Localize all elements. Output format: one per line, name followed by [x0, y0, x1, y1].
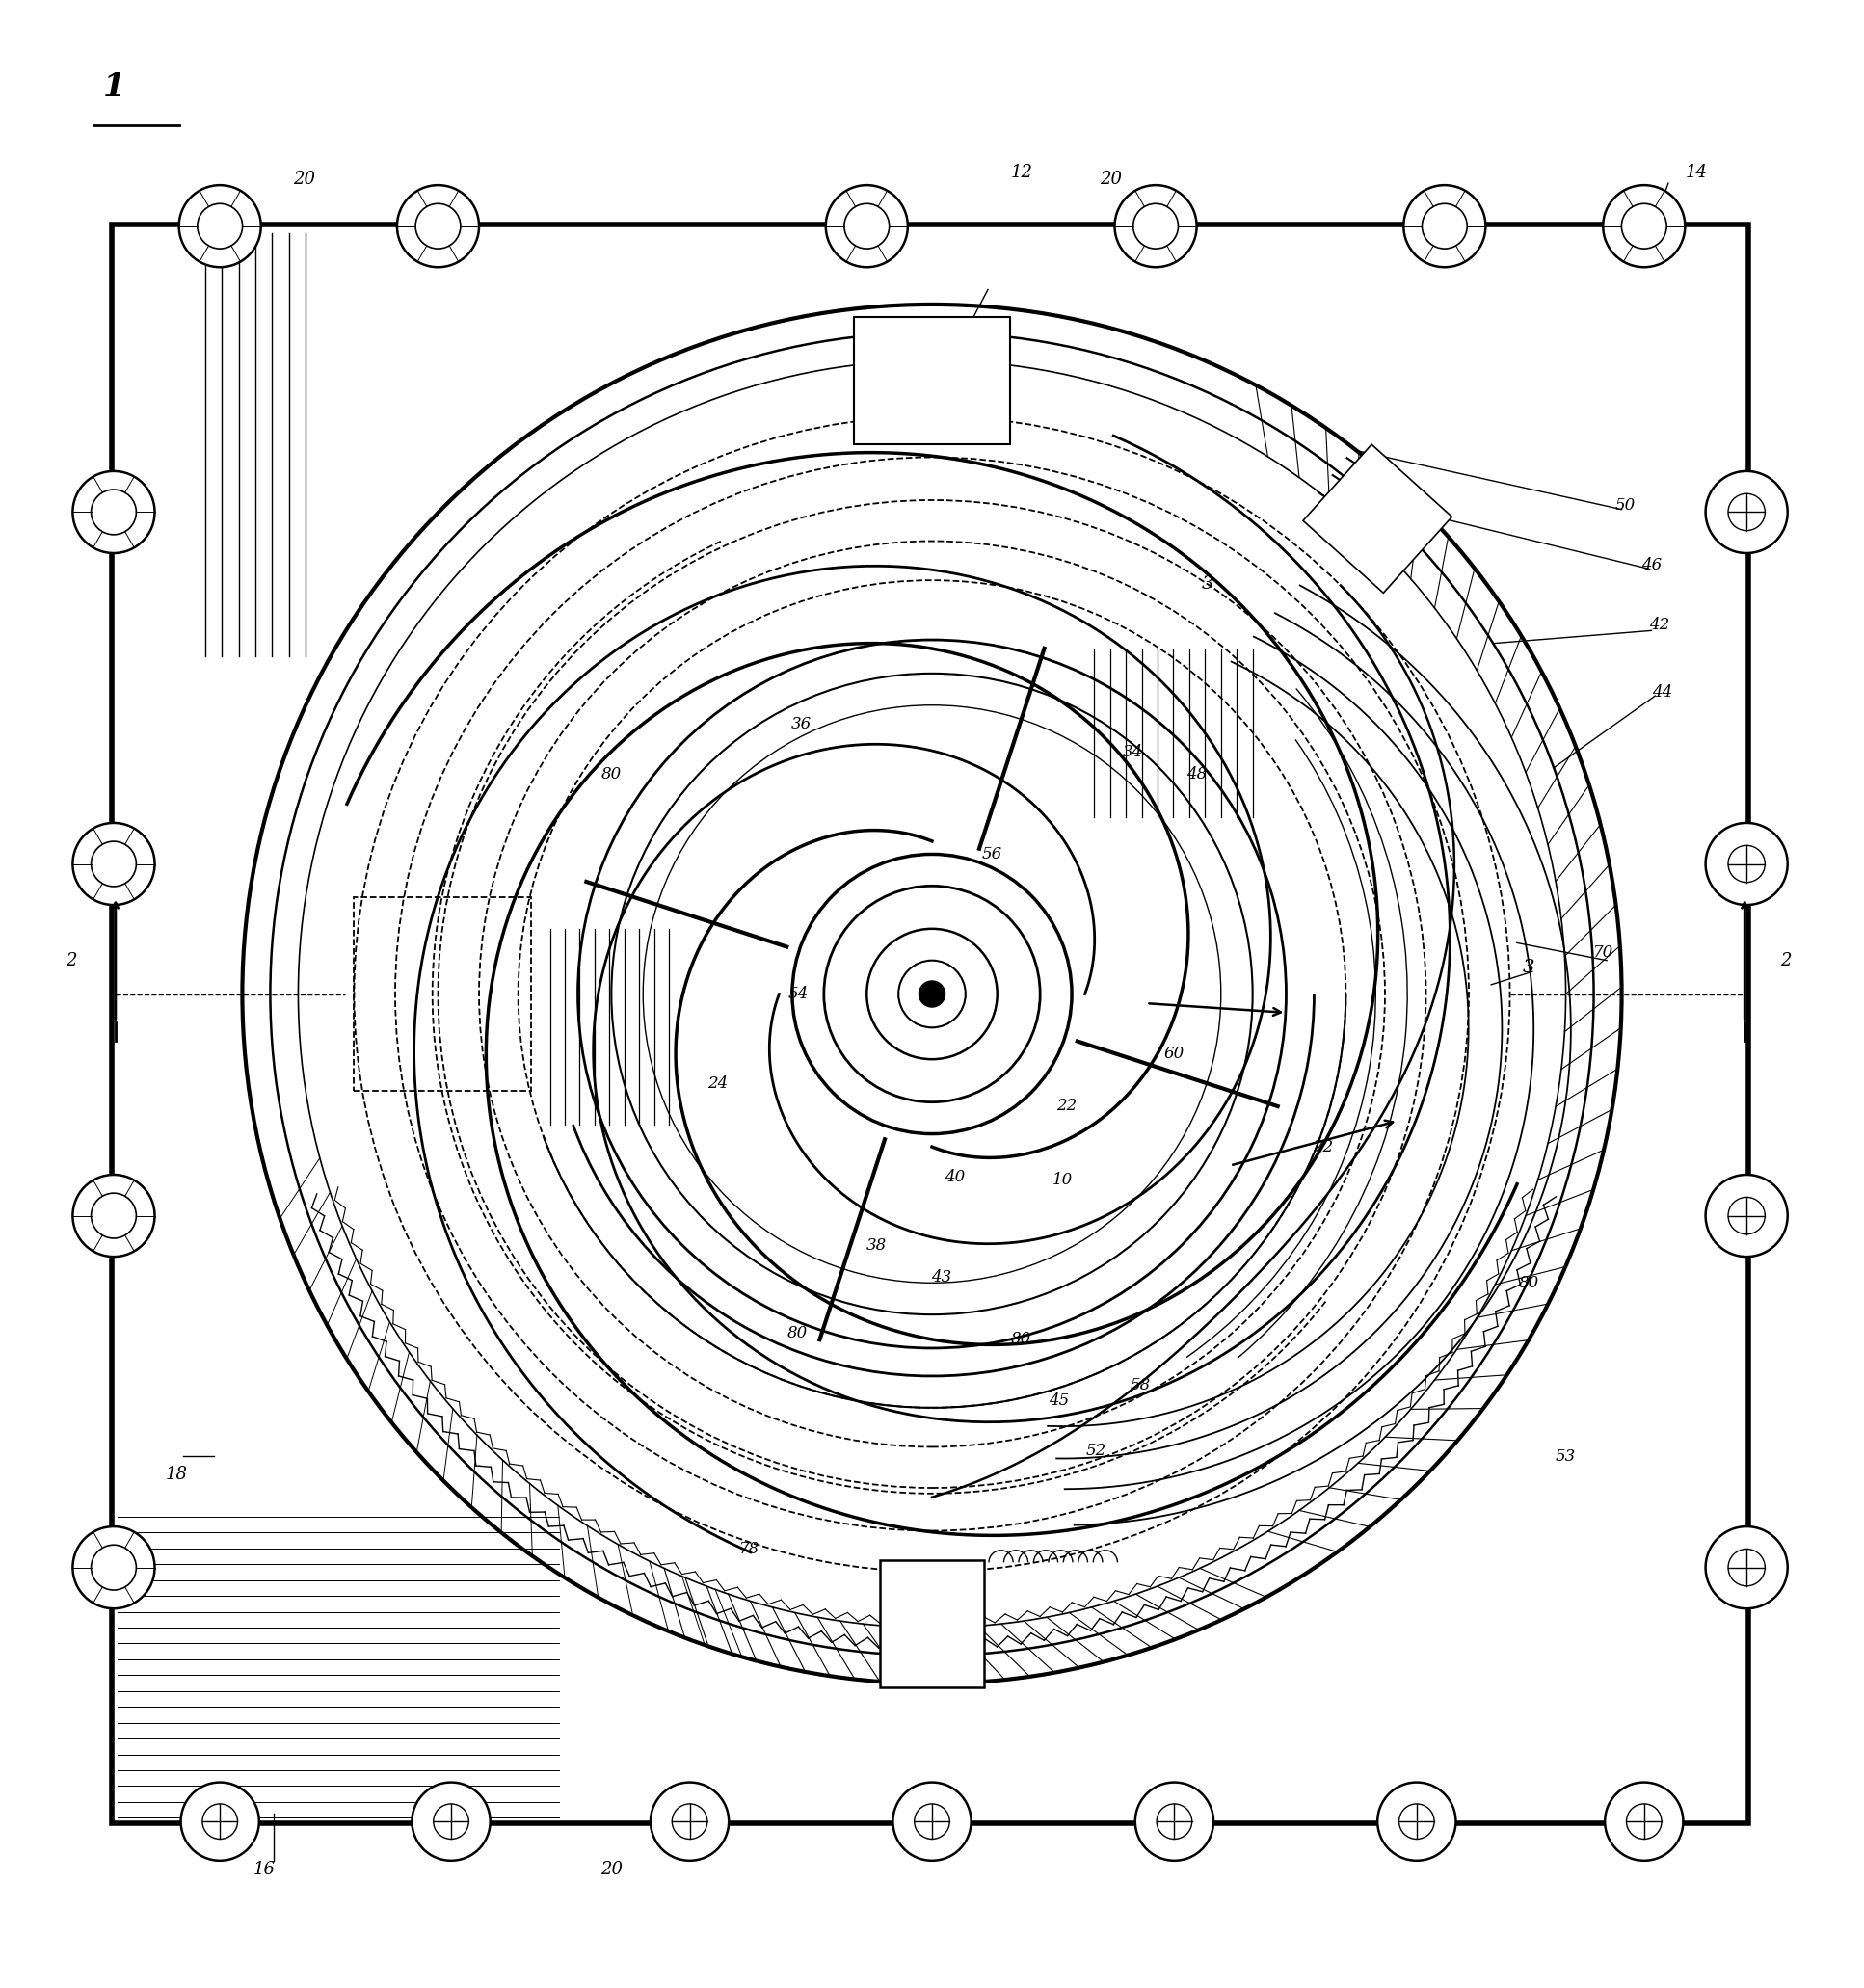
Circle shape	[181, 1783, 259, 1861]
Circle shape	[1728, 1197, 1765, 1235]
Text: 50: 50	[1616, 497, 1635, 515]
Text: 34: 34	[1124, 744, 1143, 759]
Circle shape	[1728, 1549, 1765, 1586]
Text: 72: 72	[1314, 1139, 1333, 1155]
Text: 53: 53	[1556, 1447, 1575, 1465]
Text: 3: 3	[1202, 575, 1213, 592]
Circle shape	[792, 855, 1072, 1133]
Text: 20: 20	[1100, 171, 1122, 189]
Circle shape	[898, 960, 966, 1028]
Circle shape	[1133, 203, 1178, 248]
Circle shape	[91, 1545, 136, 1590]
Circle shape	[198, 203, 242, 248]
Text: 22: 22	[1057, 1097, 1076, 1113]
Text: 43: 43	[932, 1268, 951, 1286]
Text: 2: 2	[1780, 952, 1791, 968]
Circle shape	[844, 203, 889, 248]
Circle shape	[824, 887, 1040, 1101]
Circle shape	[1728, 845, 1765, 883]
Circle shape	[1158, 1803, 1191, 1839]
Bar	[354, 897, 531, 1091]
Circle shape	[1706, 1527, 1788, 1608]
Text: 52: 52	[1087, 1443, 1105, 1459]
Text: 24: 24	[708, 1076, 727, 1091]
Bar	[880, 1561, 984, 1688]
Text: 12: 12	[1010, 163, 1033, 181]
Circle shape	[651, 1783, 729, 1861]
Text: 40: 40	[945, 1169, 964, 1185]
Circle shape	[893, 1783, 971, 1861]
Bar	[854, 318, 1010, 443]
Circle shape	[1706, 1175, 1788, 1256]
Circle shape	[73, 471, 155, 553]
Text: 18: 18	[166, 1467, 188, 1483]
Circle shape	[1422, 203, 1467, 248]
Text: 58: 58	[1131, 1378, 1150, 1394]
Circle shape	[1603, 185, 1685, 266]
Text: 3: 3	[1523, 960, 1534, 976]
Text: 48: 48	[1187, 765, 1206, 781]
Circle shape	[673, 1803, 706, 1839]
Text: 14: 14	[1685, 163, 1707, 181]
Text: 46: 46	[1642, 557, 1661, 575]
Text: 2: 2	[65, 952, 76, 968]
Circle shape	[1706, 471, 1788, 553]
Text: 10: 10	[1053, 1173, 1072, 1189]
Circle shape	[1627, 1803, 1661, 1839]
Circle shape	[91, 489, 136, 535]
Circle shape	[1115, 185, 1197, 266]
Circle shape	[867, 928, 997, 1060]
Circle shape	[416, 203, 460, 248]
Circle shape	[73, 823, 155, 905]
Circle shape	[1404, 185, 1486, 266]
Circle shape	[397, 185, 479, 266]
Text: 60: 60	[1165, 1046, 1184, 1062]
Circle shape	[826, 185, 908, 266]
Text: 44: 44	[1653, 684, 1672, 700]
Text: 80: 80	[1012, 1330, 1031, 1348]
Circle shape	[1400, 1803, 1433, 1839]
Circle shape	[919, 980, 945, 1008]
Text: 36: 36	[792, 716, 811, 732]
Text: 80: 80	[788, 1324, 807, 1342]
Text: 16: 16	[254, 1861, 276, 1879]
Text: 54: 54	[788, 986, 807, 1002]
Text: 80: 80	[1519, 1274, 1538, 1290]
Circle shape	[91, 1193, 136, 1239]
Circle shape	[203, 1803, 237, 1839]
Circle shape	[179, 185, 261, 266]
Circle shape	[1377, 1783, 1456, 1861]
Circle shape	[91, 841, 136, 887]
Text: 1: 1	[103, 72, 125, 103]
Text: 45: 45	[1049, 1392, 1068, 1408]
Circle shape	[1706, 823, 1788, 905]
Text: 78: 78	[740, 1541, 759, 1557]
Circle shape	[73, 1527, 155, 1608]
Bar	[1303, 445, 1452, 592]
Circle shape	[73, 1175, 155, 1256]
Text: 80: 80	[602, 765, 621, 781]
Text: 20: 20	[293, 171, 315, 189]
Text: 38: 38	[867, 1237, 885, 1254]
Text: 42: 42	[1650, 616, 1668, 634]
Circle shape	[1728, 493, 1765, 531]
Circle shape	[412, 1783, 490, 1861]
Text: 56: 56	[982, 847, 1001, 863]
Circle shape	[434, 1803, 468, 1839]
Circle shape	[1605, 1783, 1683, 1861]
Text: 70: 70	[1594, 944, 1612, 960]
Circle shape	[1622, 203, 1666, 248]
Circle shape	[1135, 1783, 1213, 1861]
Circle shape	[915, 1803, 949, 1839]
Text: 20: 20	[600, 1861, 623, 1879]
Bar	[112, 225, 1748, 1823]
